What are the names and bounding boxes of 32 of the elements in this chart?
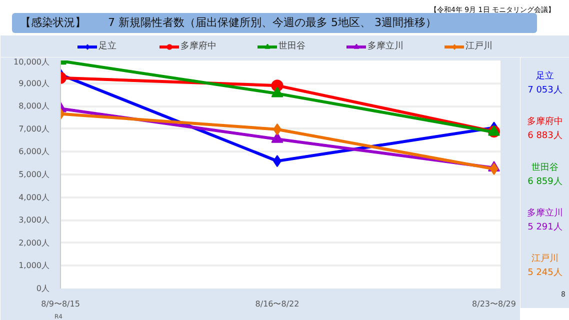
- chart-title: 【感染状況】 7 新規陽性者数（届出保健所別、今週の最多 5地区、 3週間推移）: [12, 13, 537, 33]
- legend-label: 足立: [98, 40, 118, 52]
- text: 多摩府中: [527, 117, 563, 128]
- legend-label: 世田谷: [278, 40, 306, 52]
- text: 5 291人: [528, 221, 562, 232]
- text: 7 053人: [528, 84, 562, 96]
- text: 多摩立川: [527, 208, 563, 218]
- y-tick-label: 5,000人: [18, 170, 50, 179]
- text: 世田谷: [532, 162, 558, 173]
- y-tick-label: 3,000人: [18, 216, 50, 225]
- point: [271, 86, 284, 98]
- y-tick-label: 0人: [36, 284, 50, 293]
- y-tick-label: 8,000人: [18, 102, 50, 111]
- y-tick-label: 2,000人: [18, 238, 50, 248]
- y-tick-label: 7,000人: [18, 124, 50, 134]
- y-tick-label: 10,000人: [14, 58, 50, 66]
- legend-label: 江戸川: [466, 40, 492, 52]
- legend-label: 多摩府中: [180, 40, 216, 52]
- text: 6 859人: [528, 176, 562, 187]
- x-tick-label: 8/23〜8/29: [472, 300, 516, 308]
- text: 江戸川: [532, 254, 558, 264]
- legend-label: 多摩立川: [368, 40, 404, 52]
- text: 5 245人: [528, 266, 562, 278]
- text: 6 883人: [528, 130, 562, 142]
- y-tick-label: 9,000人: [18, 78, 50, 88]
- y-tick-label: 4,000人: [18, 192, 50, 202]
- x-tick-label: 8/9〜8/15: [41, 300, 80, 308]
- text: 足立: [536, 72, 554, 82]
- point: [490, 162, 498, 175]
- x-tick-label: 8/16〜8/22: [255, 300, 300, 308]
- y-tick-label: 1,000人: [18, 261, 50, 270]
- y-tick-label: 6,000人: [18, 147, 50, 156]
